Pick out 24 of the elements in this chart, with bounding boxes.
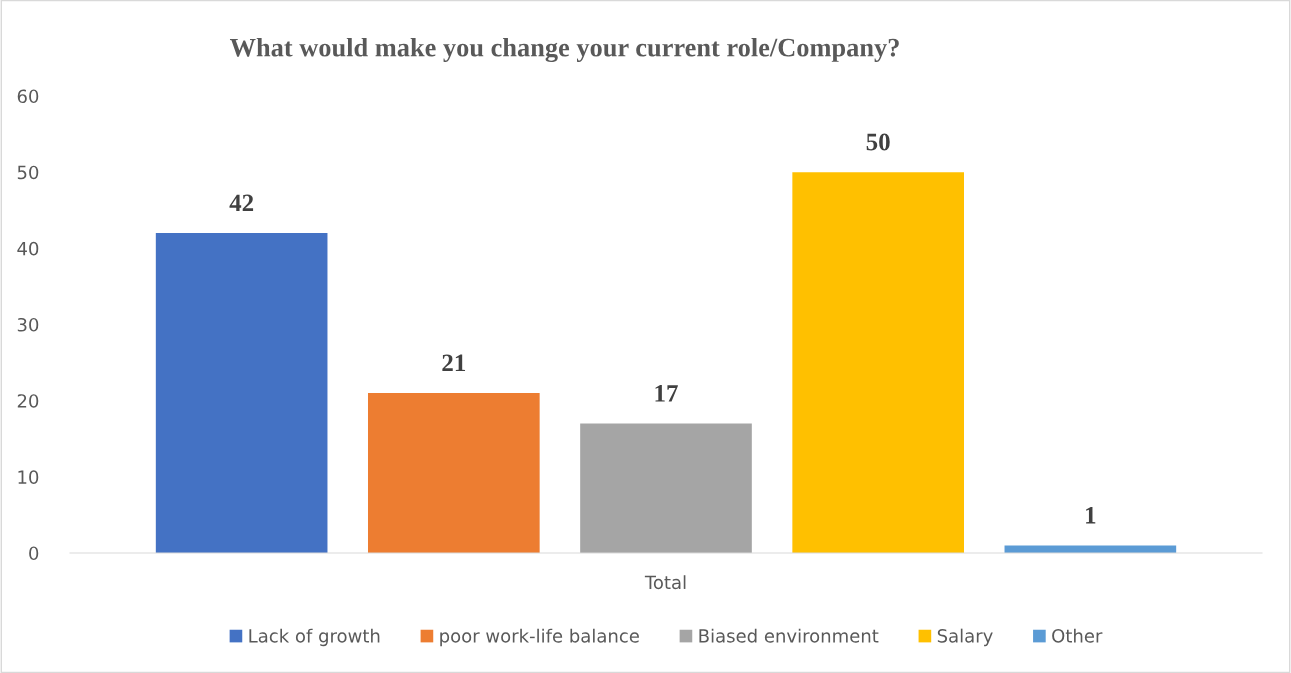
bar	[368, 393, 540, 553]
legend-label: Salary	[937, 628, 993, 647]
y-tick-label: 0	[29, 546, 39, 561]
chart-title: What would make you change your current role/Company?	[229, 37, 899, 63]
y-tick-label: 20	[17, 394, 39, 408]
legend-label: Other	[1052, 628, 1103, 643]
bar	[155, 233, 328, 553]
y-tick-label: 30	[17, 317, 39, 332]
data-label: 50	[866, 133, 890, 151]
bar	[580, 423, 752, 553]
y-tick-label: 50	[17, 165, 39, 180]
x-tick-label: Total	[644, 575, 686, 590]
legend-label: poor work-life balance	[440, 628, 639, 647]
bar	[1004, 545, 1177, 553]
y-tick-label: 60	[17, 89, 39, 104]
data-label: 17	[655, 385, 678, 402]
data-label: 21	[442, 354, 466, 372]
bar	[792, 172, 964, 553]
y-tick-label: 40	[17, 241, 39, 256]
y-tick-label: 10	[18, 470, 39, 484]
data-label: 1	[1086, 506, 1096, 524]
legend-label: Lack of growth	[249, 628, 380, 647]
data-label: 42	[229, 194, 254, 212]
legend-label: Biased environment	[699, 628, 879, 643]
